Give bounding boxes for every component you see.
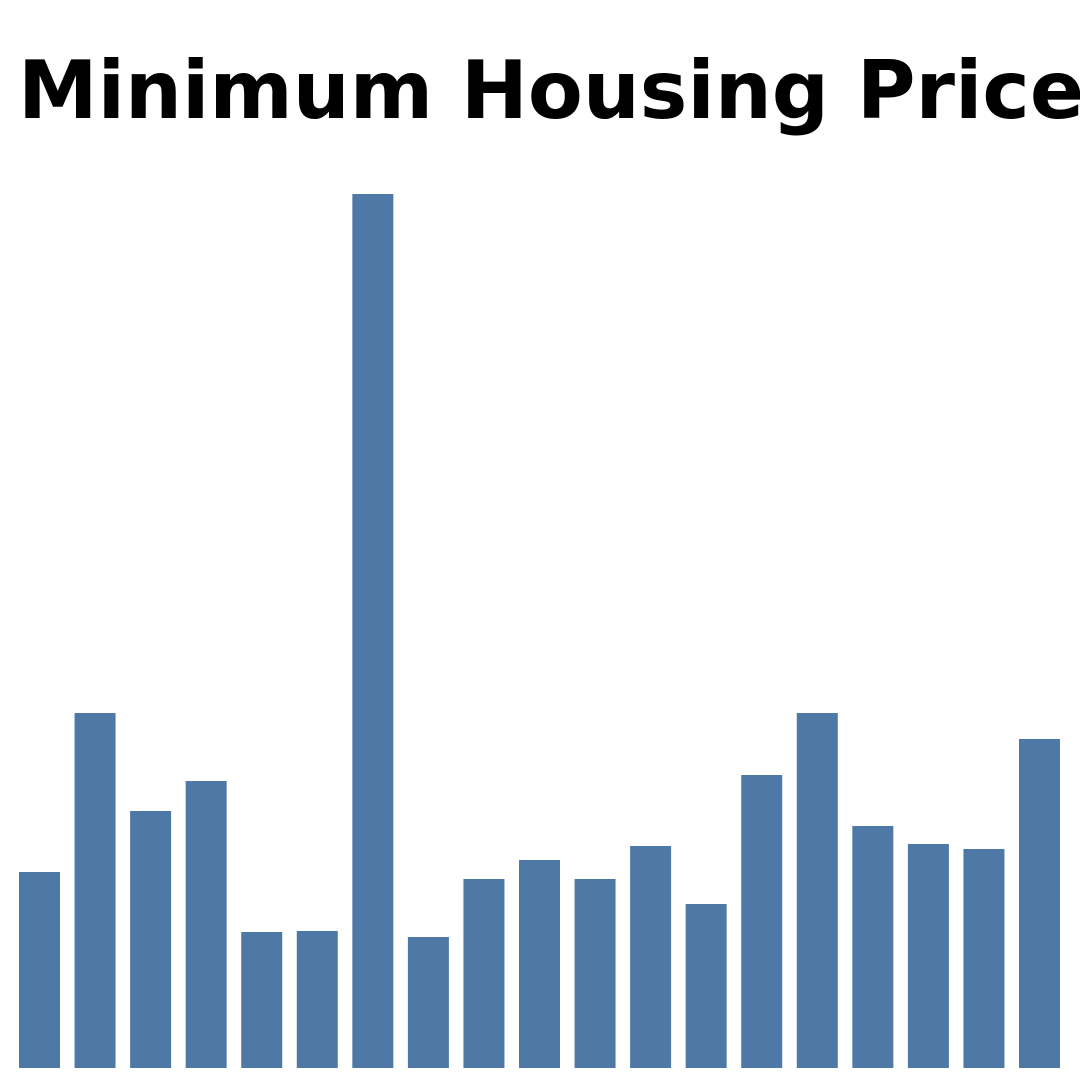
bar xyxy=(185,781,227,1068)
bar xyxy=(519,860,560,1068)
bar xyxy=(907,844,949,1068)
chart-title: Minimum Housing Price xyxy=(18,44,1080,137)
bar xyxy=(796,713,838,1068)
bar xyxy=(1019,739,1060,1068)
bar xyxy=(130,811,172,1068)
bar xyxy=(852,826,894,1068)
bar xyxy=(741,775,783,1068)
bar xyxy=(630,846,672,1068)
bar xyxy=(74,713,116,1068)
bar xyxy=(463,879,505,1068)
bar xyxy=(296,931,338,1068)
bar xyxy=(574,879,616,1068)
bar xyxy=(963,849,1005,1068)
bar xyxy=(241,932,283,1068)
bar xyxy=(352,194,394,1068)
bar xyxy=(19,872,60,1068)
bar xyxy=(407,937,449,1068)
bar xyxy=(685,904,727,1068)
